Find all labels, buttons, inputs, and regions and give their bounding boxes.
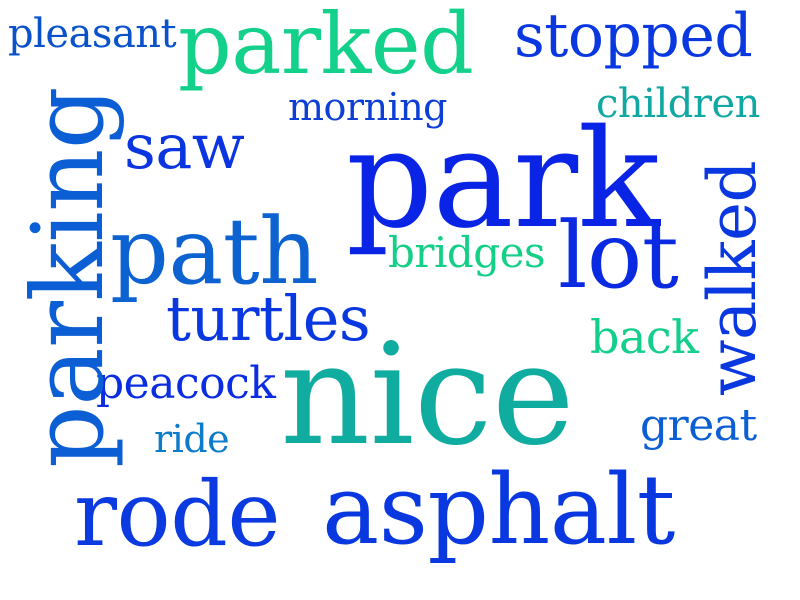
word-children: children (596, 81, 760, 127)
word-nice: nice (280, 314, 575, 477)
word-lot: lot (558, 202, 679, 309)
word-stopped: stopped (514, 1, 753, 71)
word-peacock: peacock (96, 358, 276, 409)
word-rode: rode (74, 462, 281, 567)
word-ride: ride (154, 417, 230, 461)
word-path: path (110, 198, 318, 305)
word-bridges: bridges (388, 228, 546, 277)
word-pleasant: pleasant (8, 11, 177, 57)
word-asphalt: asphalt (322, 454, 675, 566)
word-morning: morning (288, 85, 448, 129)
word-turtles: turtles (166, 282, 371, 355)
word-park: park (346, 101, 660, 259)
word-back: back (590, 310, 699, 364)
word-parking: parking (12, 86, 126, 468)
word-parked: parked (178, 0, 474, 93)
word-walked: walked (694, 160, 771, 396)
word-saw: saw (124, 110, 245, 183)
word-great: great (640, 400, 757, 451)
